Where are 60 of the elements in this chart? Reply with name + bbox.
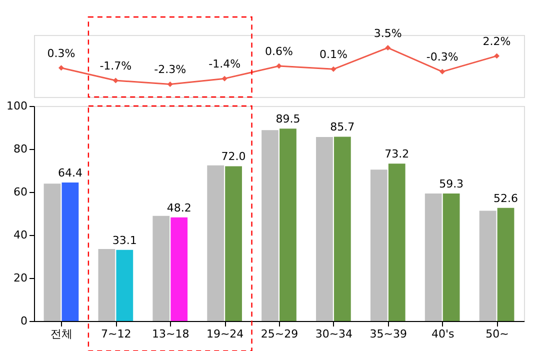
x-tick-label: 7~12 xyxy=(101,328,132,340)
data-label: -1.4% xyxy=(208,58,241,71)
bar xyxy=(62,182,79,321)
data-label: 0.3% xyxy=(47,46,76,60)
bar xyxy=(116,250,134,321)
data-label: 33.1 xyxy=(112,234,137,247)
bar xyxy=(225,166,242,321)
point xyxy=(494,53,500,59)
bar xyxy=(424,194,442,321)
bar xyxy=(152,216,170,321)
bar xyxy=(170,217,188,321)
point xyxy=(112,78,118,84)
data-label: 85.7 xyxy=(330,120,355,134)
data-label: 0.6% xyxy=(265,45,293,58)
bar xyxy=(388,164,406,321)
data-label: 72.0 xyxy=(221,150,246,164)
data-label: 2.2% xyxy=(482,34,511,48)
y-tick-label: 80 xyxy=(14,142,28,156)
point xyxy=(330,66,336,72)
data-label: 89.5 xyxy=(276,112,300,126)
y-tick-label: 60 xyxy=(14,186,28,198)
bar xyxy=(334,136,351,321)
bar xyxy=(479,210,496,321)
point xyxy=(385,45,391,51)
bar xyxy=(370,170,388,321)
point xyxy=(276,63,282,69)
bar xyxy=(280,128,296,321)
x-tick-label: 13~18 xyxy=(152,328,190,340)
y-tick-label: 100 xyxy=(6,100,28,112)
x-tick-label: 25~29 xyxy=(260,328,298,340)
point xyxy=(58,65,64,71)
data-label: -2.3% xyxy=(154,63,186,76)
bar xyxy=(497,208,514,321)
x-tick-label: 전체 xyxy=(50,328,73,340)
data-label: -1.7% xyxy=(100,59,132,72)
data-label: 48.2 xyxy=(166,201,192,214)
data-label: 64.4 xyxy=(58,166,82,180)
y-tick-label: 40 xyxy=(14,228,28,242)
point xyxy=(167,81,173,87)
bar xyxy=(207,165,224,321)
bar xyxy=(442,194,460,321)
data-label: 0.1% xyxy=(319,48,348,62)
data-label: 52.6 xyxy=(494,192,518,205)
bar xyxy=(98,248,116,321)
x-tick-label: 40's xyxy=(431,328,454,340)
data-label: -0.3% xyxy=(426,50,458,64)
x-tick-label: 30~34 xyxy=(315,328,353,340)
y-tick-label: 0 xyxy=(20,314,28,328)
x-tick-label: 35~39 xyxy=(370,328,407,340)
bar xyxy=(44,184,61,321)
data-label: 59.3 xyxy=(439,178,464,191)
x-tick-label: 50~ xyxy=(486,328,509,340)
x-tick-label: 19~24 xyxy=(206,328,244,340)
point xyxy=(222,76,228,82)
data-label: 73.2 xyxy=(384,148,410,161)
data-label: 3.5% xyxy=(374,26,402,40)
point xyxy=(440,68,446,74)
y-tick-label: 20 xyxy=(14,272,28,284)
bar xyxy=(316,136,333,321)
bar xyxy=(262,130,278,321)
